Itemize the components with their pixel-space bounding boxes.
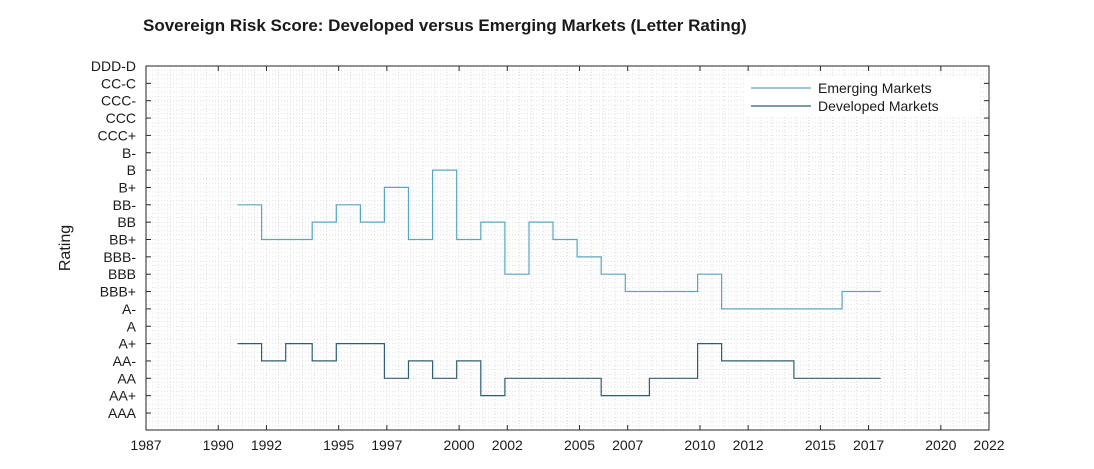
y-tick-label: B bbox=[127, 162, 136, 178]
y-tick-label: CC-C bbox=[101, 75, 136, 91]
legend: Emerging Markets Developed Markets bbox=[746, 77, 978, 117]
y-tick-label: A bbox=[127, 318, 137, 334]
x-tick-label: 2000 bbox=[444, 437, 475, 453]
x-tick-label: 1987 bbox=[130, 437, 161, 453]
plot-frame bbox=[145, 65, 990, 431]
y-tick-label: A- bbox=[122, 301, 136, 317]
y-tick-label: CCC- bbox=[101, 93, 136, 109]
x-tick-label: 2005 bbox=[564, 437, 595, 453]
chart-title: Sovereign Risk Score: Developed versus E… bbox=[143, 16, 747, 35]
y-tick-label: BBB bbox=[108, 266, 136, 282]
y-tick-label: AA+ bbox=[109, 388, 136, 404]
y-tick-label: CCC+ bbox=[97, 127, 136, 143]
y-tick-label: BB+ bbox=[109, 232, 136, 248]
y-tick-label: AAA bbox=[108, 405, 137, 421]
x-tick-label: 1990 bbox=[203, 437, 234, 453]
y-tick-label: BBB+ bbox=[100, 284, 136, 300]
axis-ticks: 1987 1990 1992 1995 1997 2000 2002 2005 2007 2010… bbox=[91, 58, 1005, 453]
y-axis-label: Rating bbox=[57, 225, 74, 271]
y-tick-label: A+ bbox=[118, 336, 136, 352]
x-tick-label: 2010 bbox=[684, 437, 715, 453]
legend-box bbox=[746, 77, 978, 117]
x-tick-label: 2015 bbox=[805, 437, 836, 453]
y-tick-label: B- bbox=[122, 145, 136, 161]
y-tick-label: CCC bbox=[106, 110, 136, 126]
y-tick-label: AA- bbox=[113, 353, 137, 369]
series-line-developed-markets bbox=[237, 343, 881, 397]
grid bbox=[145, 65, 990, 430]
series-lines bbox=[237, 169, 881, 397]
x-tick-label: 2017 bbox=[853, 437, 884, 453]
x-tick-label: 2022 bbox=[973, 437, 1004, 453]
legend-label: Emerging Markets bbox=[818, 80, 932, 96]
x-tick-label: 2020 bbox=[925, 437, 956, 453]
x-tick-label: 1992 bbox=[251, 437, 282, 453]
x-tick-label: 2012 bbox=[733, 437, 764, 453]
x-tick-label: 1995 bbox=[323, 437, 354, 453]
x-tick-label: 1997 bbox=[371, 437, 402, 453]
x-tick-label: 2007 bbox=[612, 437, 643, 453]
legend-label: Developed Markets bbox=[818, 98, 939, 114]
y-tick-label: BBB- bbox=[103, 249, 136, 265]
y-tick-label: AA bbox=[117, 370, 136, 386]
y-tick-label: BB- bbox=[113, 197, 137, 213]
y-tick-label: DDD-D bbox=[91, 58, 136, 74]
series-line-emerging-markets bbox=[237, 169, 881, 310]
x-tick-label: 2002 bbox=[492, 437, 523, 453]
y-tick-label: BB bbox=[117, 214, 136, 230]
y-tick-label: B+ bbox=[118, 179, 136, 195]
